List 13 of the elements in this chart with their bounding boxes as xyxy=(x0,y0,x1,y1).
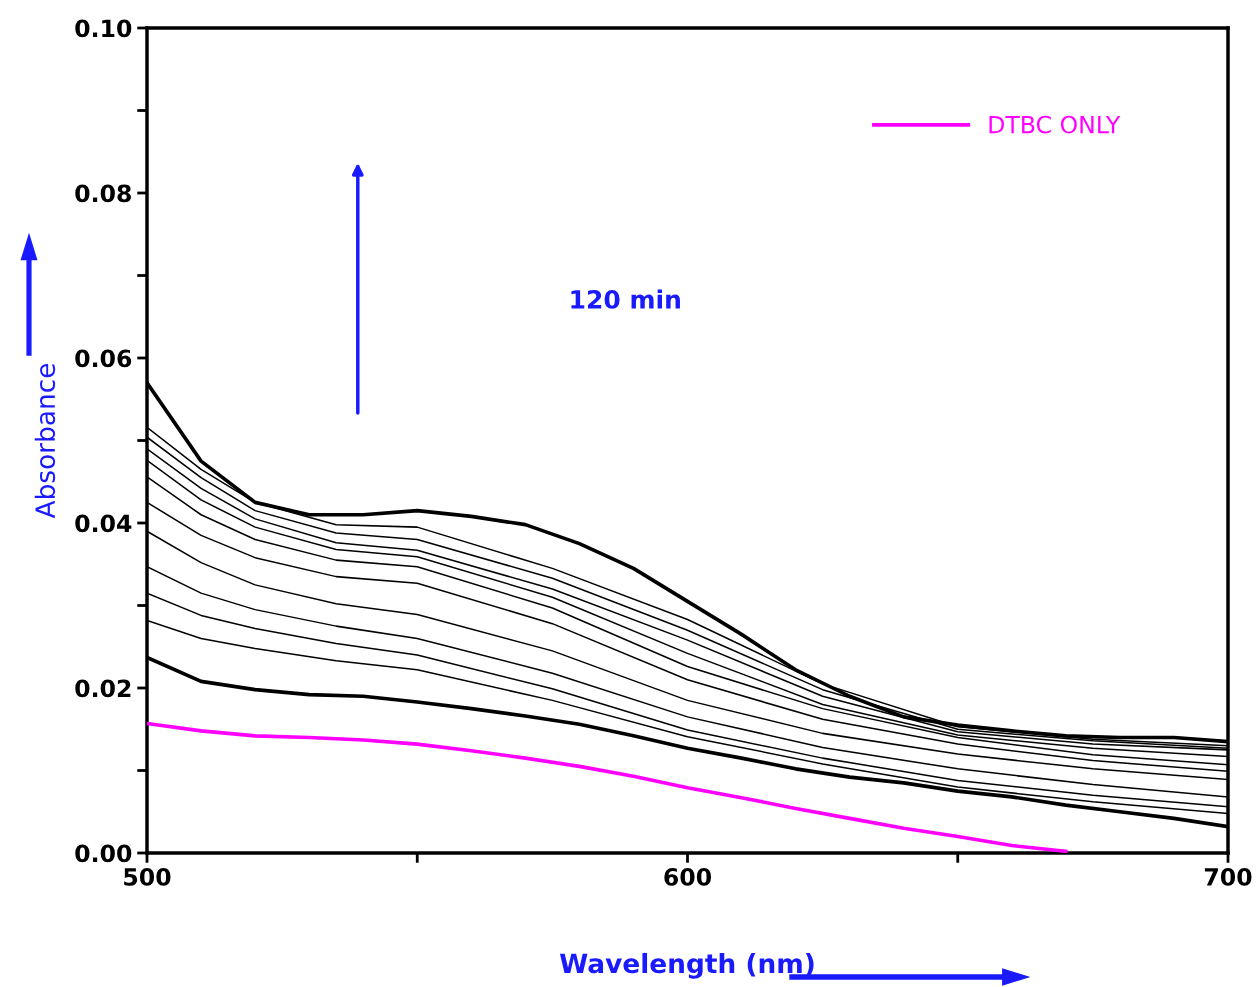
x-tick-label: 500 xyxy=(124,868,171,886)
y-tick-label: 0.06 xyxy=(75,349,132,368)
x-tick-label: 600 xyxy=(664,868,712,886)
y-tick-label: 0.02 xyxy=(75,679,131,698)
y-tick-label: 0.04 xyxy=(75,514,132,533)
y-tick-label: 0.10 xyxy=(75,19,132,38)
annotation: 120 min xyxy=(571,289,680,309)
y-tick-label: 0.00 xyxy=(75,844,132,863)
x-tick-label: 700 xyxy=(1204,868,1252,886)
legend-label: DTBC ONLY xyxy=(989,115,1121,134)
y-tick-label: 0.08 xyxy=(75,184,131,203)
x-axis-title: Wavelength (nm) xyxy=(559,952,814,979)
y-axis-title: Absorbance xyxy=(34,363,56,519)
